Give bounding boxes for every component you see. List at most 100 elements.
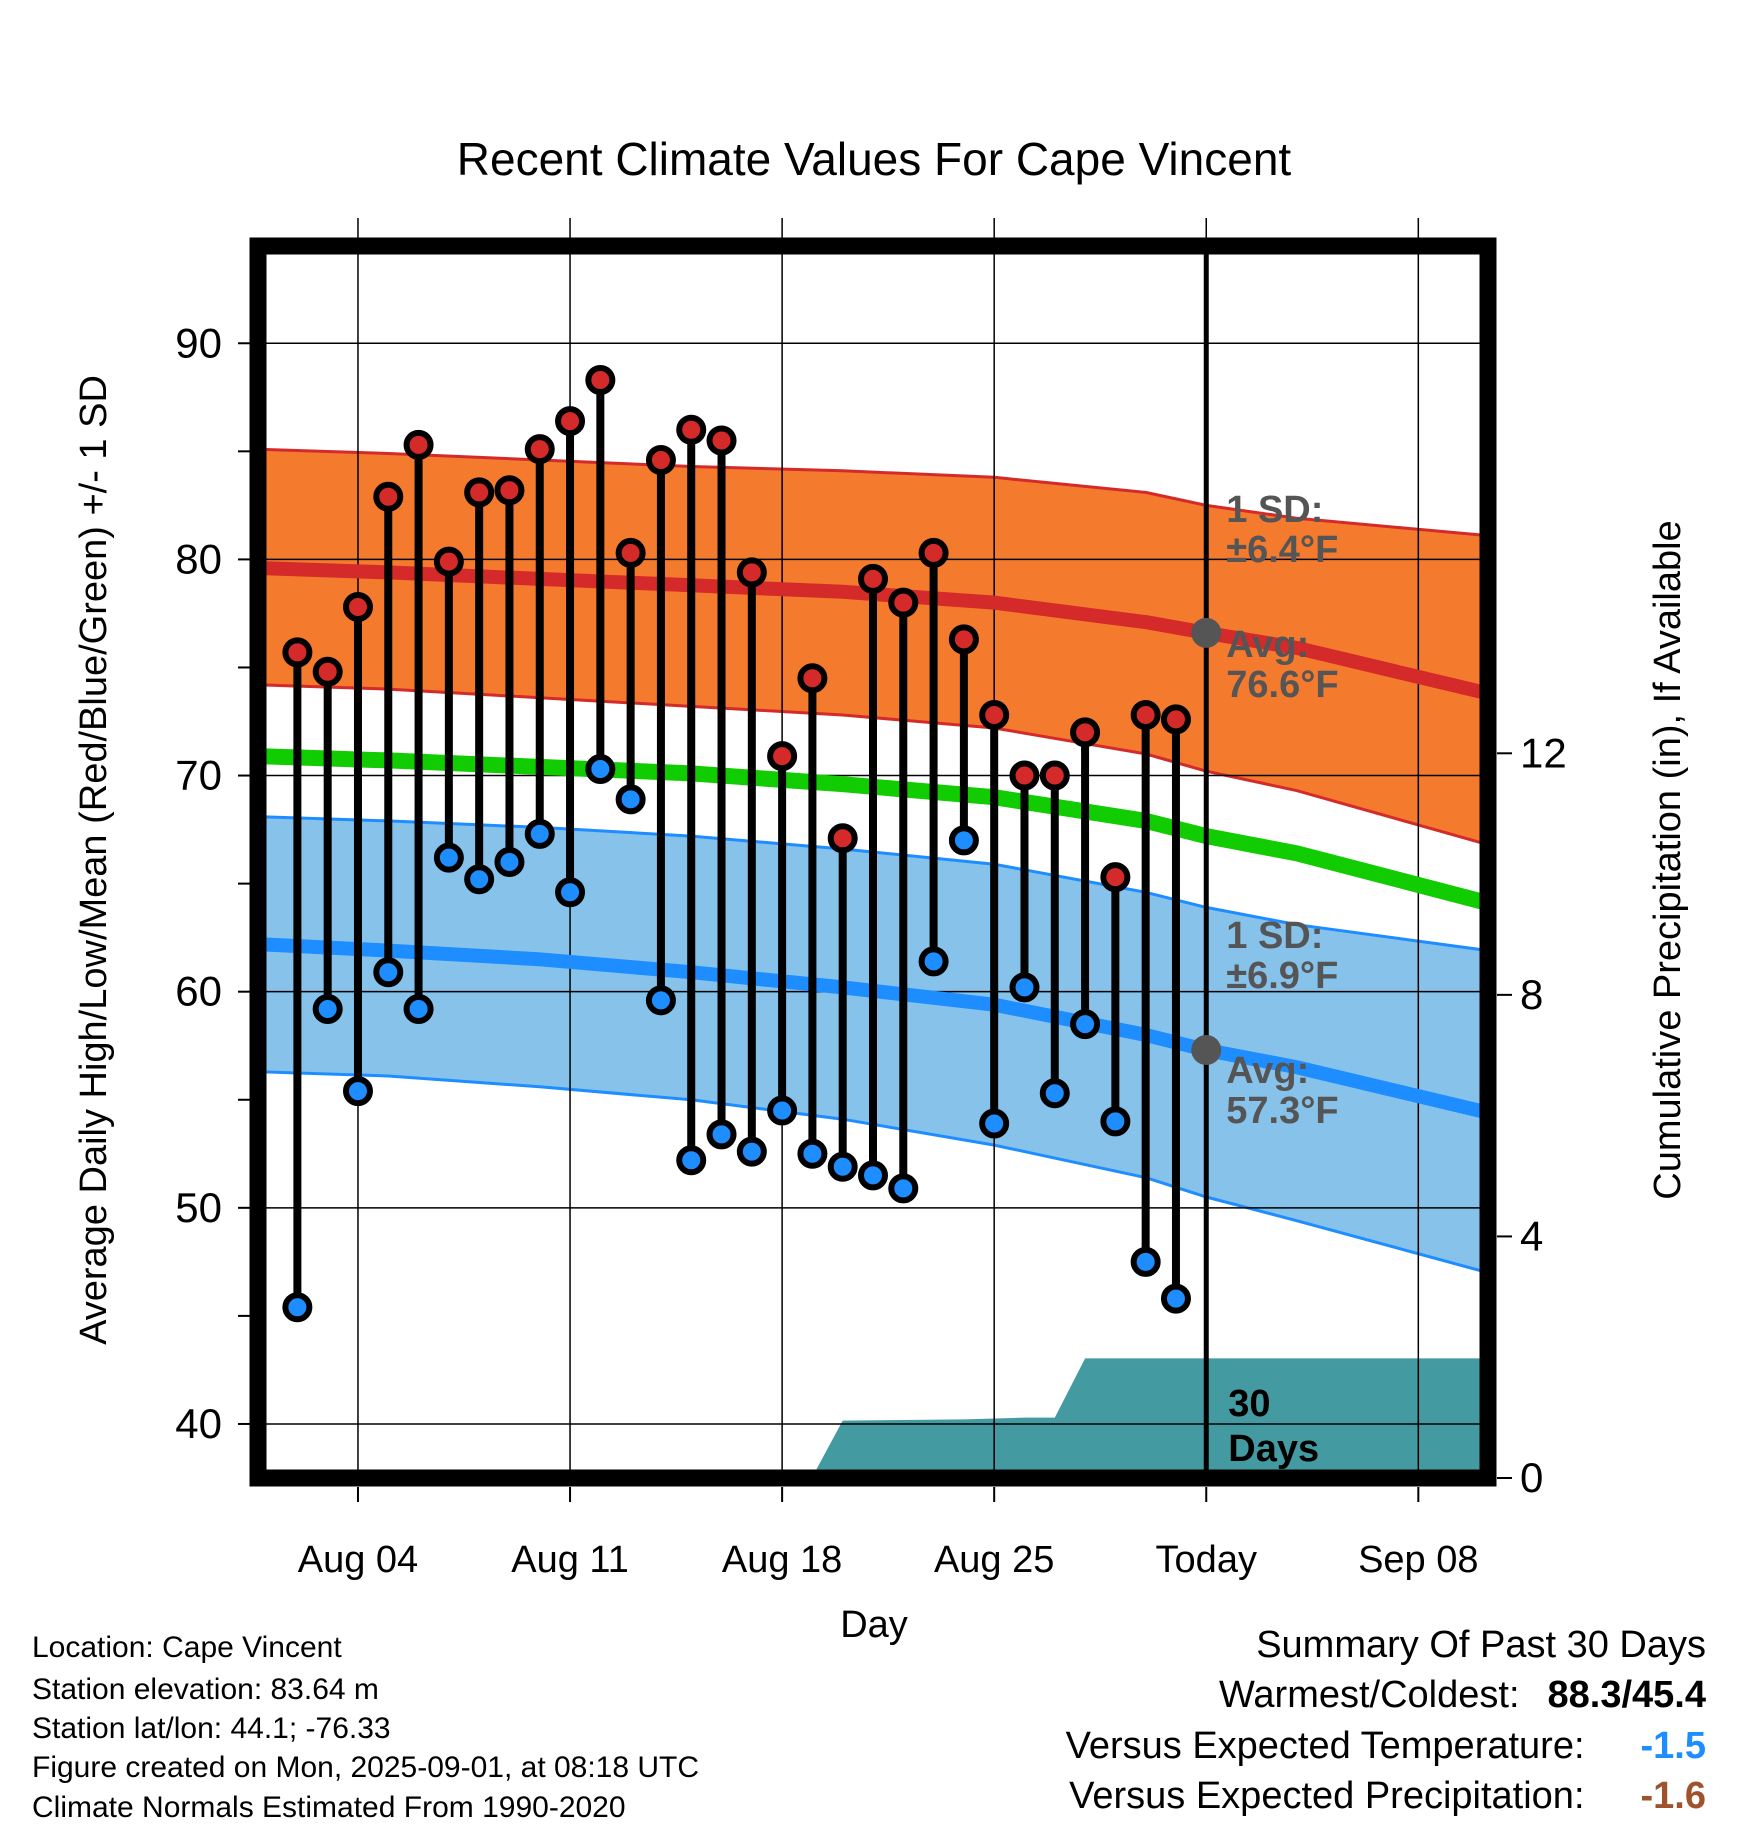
precip-period-unit: Days xyxy=(1228,1428,1319,1470)
daily-high-point xyxy=(433,546,464,577)
daily-high-point xyxy=(282,637,313,668)
y2-axis-label: Cumulative Precipitation (in), If Availa… xyxy=(1647,520,1689,1199)
footer-latlon: Station lat/lon: 44.1; -76.33 xyxy=(32,1712,391,1745)
today-high-marker xyxy=(1191,617,1222,648)
daily-high-point xyxy=(494,475,525,506)
daily-low-point xyxy=(645,985,676,1016)
y-tick-label: 80 xyxy=(175,535,222,582)
summary-title: Summary Of Past 30 Days xyxy=(1256,1624,1706,1666)
y2-tick-label: 0 xyxy=(1520,1454,1543,1501)
daily-low-point xyxy=(1039,1078,1070,1109)
daily-high-point xyxy=(767,741,798,772)
daily-low-point xyxy=(1100,1106,1131,1137)
y-axis-label: Average Daily High/Low/Mean (Red/Blue/Gr… xyxy=(73,375,115,1345)
temp-deviation-value: -1.5 xyxy=(1640,1725,1706,1767)
footer-elevation: Station elevation: 83.64 m xyxy=(32,1673,379,1706)
daily-high-point xyxy=(645,444,676,475)
daily-low-point xyxy=(585,754,616,785)
y2-tick-label: 4 xyxy=(1520,1212,1543,1259)
daily-high-point xyxy=(464,477,495,508)
y-tick-label: 70 xyxy=(175,752,222,799)
low-avg-label: Avg: xyxy=(1226,1050,1309,1092)
daily-high-point xyxy=(1130,700,1161,731)
x-tick-label: Today xyxy=(1156,1539,1257,1581)
footer-normals: Climate Normals Estimated From 1990-2020 xyxy=(32,1791,626,1824)
daily-high-point xyxy=(373,481,404,512)
daily-low-point xyxy=(342,1076,373,1107)
daily-low-point xyxy=(464,864,495,895)
y-tick-label: 90 xyxy=(175,319,222,366)
daily-low-point xyxy=(1160,1283,1191,1314)
chart-title: Recent Climate Values For Cape Vincent xyxy=(457,133,1292,185)
daily-high-point xyxy=(827,823,858,854)
y-tick-label: 40 xyxy=(175,1400,222,1447)
y-tick-label: 60 xyxy=(175,968,222,1015)
daily-high-point xyxy=(918,537,949,568)
daily-high-point xyxy=(585,365,616,396)
y2-tick-label: 8 xyxy=(1520,971,1543,1018)
x-tick-label: Aug 11 xyxy=(511,1539,629,1581)
daily-high-point xyxy=(706,425,737,456)
daily-high-point xyxy=(615,537,646,568)
normal-low-line xyxy=(257,937,1490,1120)
summary-temperature: Versus Expected Temperature: -1.5 xyxy=(1066,1725,1706,1768)
high-sd-label: 1 SD: xyxy=(1226,489,1323,531)
daily-low-point xyxy=(312,993,343,1024)
daily-high-point xyxy=(1070,717,1101,748)
precip-deviation-value: -1.6 xyxy=(1640,1775,1706,1817)
daily-low-point xyxy=(706,1119,737,1150)
daily-low-point xyxy=(494,847,525,877)
daily-low-point xyxy=(918,946,949,977)
daily-high-point xyxy=(858,563,888,594)
daily-high-point xyxy=(524,434,555,465)
daily-high-point xyxy=(736,557,767,588)
daily-low-point xyxy=(373,957,404,988)
footer-created: Figure created on Mon, 2025-09-01, at 08… xyxy=(32,1751,700,1784)
daily-low-point xyxy=(858,1160,888,1191)
x-tick-label: Aug 25 xyxy=(934,1539,1054,1581)
today-low-marker xyxy=(1191,1035,1222,1066)
low-avg-value: 57.3°F xyxy=(1226,1090,1338,1132)
low-sd-value: ±6.9°F xyxy=(1226,955,1338,997)
daily-low-point xyxy=(979,1108,1010,1139)
daily-low-point xyxy=(736,1136,767,1167)
daily-low-point xyxy=(676,1145,707,1176)
daily-high-point xyxy=(1100,862,1131,893)
normal-mean-line xyxy=(257,748,1491,911)
plot-frame xyxy=(249,237,1497,1487)
daily-low-point xyxy=(827,1151,858,1182)
daily-low-point xyxy=(948,825,979,856)
daily-low-point xyxy=(797,1138,828,1169)
daily-high-point xyxy=(342,591,373,622)
daily-low-point xyxy=(433,842,464,873)
low-sd-label: 1 SD: xyxy=(1226,915,1323,957)
normal-high-line xyxy=(257,561,1490,701)
y2-tick-label: 12 xyxy=(1520,729,1567,776)
daily-low-point xyxy=(524,818,555,849)
daily-low-point xyxy=(888,1173,919,1204)
high-sd-value: ±6.4°F xyxy=(1226,529,1338,571)
x-tick-label: Aug 18 xyxy=(722,1539,842,1581)
daily-high-point xyxy=(312,656,343,687)
daily-high-point xyxy=(676,414,707,445)
warmest-coldest-label: Warmest/Coldest: xyxy=(1218,1674,1520,1716)
y-tick-label: 50 xyxy=(175,1184,222,1231)
temp-deviation-label: Versus Expected Temperature: xyxy=(1065,1725,1585,1767)
daily-high-point xyxy=(979,700,1010,731)
warmest-coldest-value: 88.3/45.4 xyxy=(1547,1674,1706,1716)
daily-low-point xyxy=(1130,1246,1161,1277)
daily-low-point xyxy=(1070,1009,1101,1040)
x-tick-label: Aug 04 xyxy=(298,1539,418,1581)
daily-high-point xyxy=(1009,760,1040,791)
daily-high-point xyxy=(948,624,979,655)
daily-high-point xyxy=(555,406,586,437)
footer-location: Location: Cape Vincent xyxy=(32,1631,342,1664)
daily-low-point xyxy=(403,993,434,1024)
summary-warmest-coldest: Warmest/Coldest: 88.3/45.4 xyxy=(1219,1674,1706,1717)
x-axis-label: Day xyxy=(840,1604,908,1646)
daily-high-point xyxy=(888,587,919,618)
daily-high-point xyxy=(1160,704,1191,735)
summary-precipitation: Versus Expected Precipitation: -1.6 xyxy=(1069,1775,1706,1818)
